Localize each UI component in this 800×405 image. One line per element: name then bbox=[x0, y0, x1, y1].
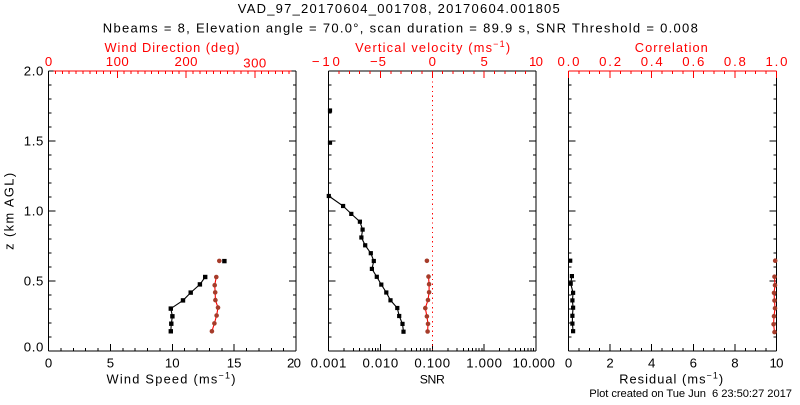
svg-text:6: 6 bbox=[690, 356, 697, 371]
svg-text:1.0: 1.0 bbox=[24, 204, 44, 219]
svg-text:0.100: 0.100 bbox=[414, 356, 450, 371]
svg-text:10: 10 bbox=[165, 356, 180, 371]
svg-text:2: 2 bbox=[606, 356, 613, 371]
svg-text:−10: −10 bbox=[312, 54, 340, 69]
svg-text:z (km AGL): z (km AGL) bbox=[2, 173, 17, 250]
svg-text:Wind Speed (ms−1): Wind Speed (ms−1) bbox=[107, 371, 236, 387]
svg-text:10: 10 bbox=[529, 54, 543, 69]
svg-text:0.4: 0.4 bbox=[641, 54, 663, 69]
svg-text:2.0: 2.0 bbox=[24, 64, 44, 79]
svg-text:0: 0 bbox=[45, 54, 52, 69]
svg-text:0: 0 bbox=[429, 54, 436, 69]
svg-text:10.000: 10.000 bbox=[512, 356, 555, 371]
svg-text:Residual (ms−1): Residual (ms−1) bbox=[619, 371, 723, 387]
svg-text:10: 10 bbox=[770, 356, 784, 371]
svg-text:−5: −5 bbox=[370, 54, 386, 69]
svg-text:0.001: 0.001 bbox=[311, 356, 347, 371]
svg-text:0.8: 0.8 bbox=[724, 54, 746, 69]
svg-text:4: 4 bbox=[648, 356, 655, 371]
svg-text:200: 200 bbox=[175, 54, 198, 69]
svg-text:0.010: 0.010 bbox=[363, 356, 399, 371]
svg-text:0.6: 0.6 bbox=[682, 54, 704, 69]
svg-text:300: 300 bbox=[243, 56, 266, 71]
svg-text:0.0: 0.0 bbox=[24, 340, 44, 355]
svg-text:Plot created on Tue Jun 6 23:: Plot created on Tue Jun 6 23:50:27 2017 bbox=[589, 388, 792, 400]
svg-text:1.0: 1.0 bbox=[766, 54, 788, 69]
svg-text:5: 5 bbox=[107, 356, 114, 371]
svg-text:5: 5 bbox=[480, 54, 487, 69]
svg-text:SNR: SNR bbox=[420, 373, 445, 387]
svg-text:Vertical velocity (ms−1): Vertical velocity (ms−1) bbox=[355, 39, 510, 55]
svg-text:0.5: 0.5 bbox=[24, 274, 44, 289]
svg-text:Wind Direction (deg): Wind Direction (deg) bbox=[105, 40, 240, 55]
svg-text:Nbeams = 8, Elevation angle =: Nbeams = 8, Elevation angle = 70.0°, sca… bbox=[103, 21, 698, 36]
svg-text:VAD_97_20170604_001708, 201706: VAD_97_20170604_001708, 20170604.001805 bbox=[238, 1, 560, 16]
svg-text:0: 0 bbox=[565, 356, 572, 371]
svg-text:1.5: 1.5 bbox=[24, 134, 44, 149]
svg-text:15: 15 bbox=[227, 356, 242, 371]
svg-text:0: 0 bbox=[45, 356, 52, 371]
svg-text:0.0: 0.0 bbox=[558, 54, 580, 69]
svg-text:Correlation: Correlation bbox=[635, 40, 708, 55]
svg-text:8: 8 bbox=[731, 356, 738, 371]
svg-text:20: 20 bbox=[287, 356, 301, 371]
svg-text:0.2: 0.2 bbox=[599, 54, 621, 69]
svg-text:100: 100 bbox=[106, 54, 129, 69]
svg-text:1.000: 1.000 bbox=[466, 356, 502, 371]
